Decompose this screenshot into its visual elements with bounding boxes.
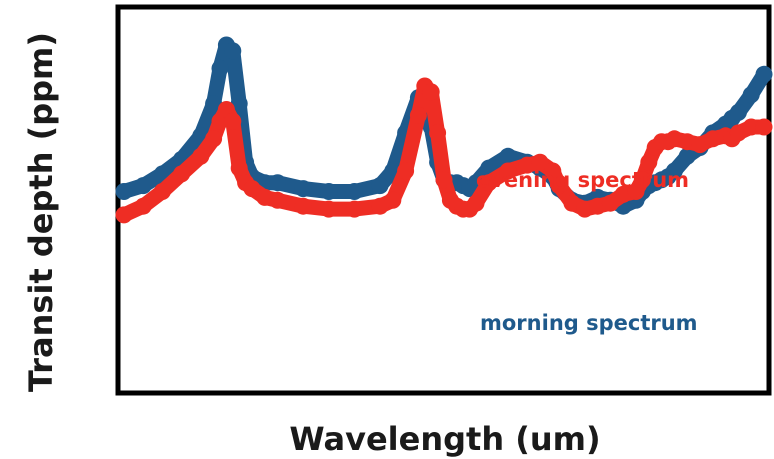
evening-spectrum-point [192, 147, 210, 165]
evening-spectrum-point [294, 197, 312, 215]
evening-spectrum-point [173, 165, 191, 183]
morning-spectrum-point [224, 42, 242, 60]
evening-spectrum-point [243, 180, 261, 198]
evening-spectrum-point [665, 130, 683, 148]
evening-spectrum-point [134, 197, 152, 215]
morning-spectrum-point [294, 180, 312, 198]
x-axis-title: Wavelength (um) [289, 420, 600, 458]
evening-spectrum-point [409, 106, 427, 124]
evening-spectrum-point [384, 191, 402, 209]
morning-spectrum-point [134, 177, 152, 195]
morning-spectrum-point [320, 183, 338, 200]
evening-spectrum-point [371, 197, 389, 215]
morning-spectrum-point [345, 183, 363, 200]
morning-spectrum-point [371, 177, 389, 195]
evening-spectrum-point [230, 159, 248, 177]
morning-spectrum-point [755, 65, 773, 83]
evening-spectrum-point [563, 194, 581, 212]
evening-spectrum-point [518, 156, 536, 174]
evening-spectrum-label: evening spectrum [476, 168, 689, 192]
evening-spectrum-point [742, 118, 760, 136]
morning-spectrum-point [269, 174, 287, 192]
evening-spectrum-point [345, 200, 363, 218]
evening-spectrum-point [601, 194, 619, 212]
morning-spectrum-point [115, 183, 133, 200]
evening-spectrum-point [429, 124, 447, 142]
evening-spectrum-point [224, 112, 242, 130]
evening-spectrum-point [544, 162, 562, 180]
evening-spectrum-point [153, 183, 171, 200]
morning-spectrum-point [678, 147, 696, 165]
morning-spectrum-point [499, 147, 517, 165]
evening-spectrum-point [422, 83, 440, 101]
evening-spectrum-point [704, 130, 722, 148]
evening-spectrum-point [640, 153, 658, 171]
evening-spectrum-point [480, 174, 498, 192]
evening-spectrum-point [531, 153, 549, 171]
morning-spectrum-point [729, 103, 747, 121]
evening-spectrum-point [256, 188, 274, 206]
morning-spectrum-point [742, 86, 760, 104]
morning-spectrum-point [230, 95, 248, 113]
evening-spectrum-point [397, 162, 415, 180]
evening-spectrum-point [550, 177, 568, 195]
evening-spectrum-point [691, 136, 709, 154]
evening-spectrum-point [269, 191, 287, 209]
morning-spectrum-point [211, 59, 229, 77]
morning-spectrum-label: morning spectrum [480, 311, 698, 335]
evening-spectrum-point [755, 118, 773, 136]
evening-spectrum-point [678, 133, 696, 151]
evening-spectrum-point [633, 171, 651, 189]
series-layer [115, 36, 773, 224]
y-axis-title: Transit depth (ppm) [22, 32, 60, 392]
evening-spectrum-point [614, 185, 632, 203]
morning-spectrum-point [205, 95, 223, 113]
evening-spectrum-point [467, 194, 485, 212]
evening-spectrum-point [576, 200, 594, 218]
evening-spectrum-point [499, 162, 517, 180]
evening-spectrum-point [435, 171, 453, 189]
evening-spectrum-point [205, 130, 223, 148]
evening-spectrum-series [115, 77, 773, 224]
evening-spectrum-point [115, 206, 133, 224]
evening-spectrum-point [320, 200, 338, 218]
morning-spectrum-point [665, 162, 683, 180]
evening-spectrum-point [589, 197, 607, 215]
evening-spectrum-point [729, 124, 747, 142]
